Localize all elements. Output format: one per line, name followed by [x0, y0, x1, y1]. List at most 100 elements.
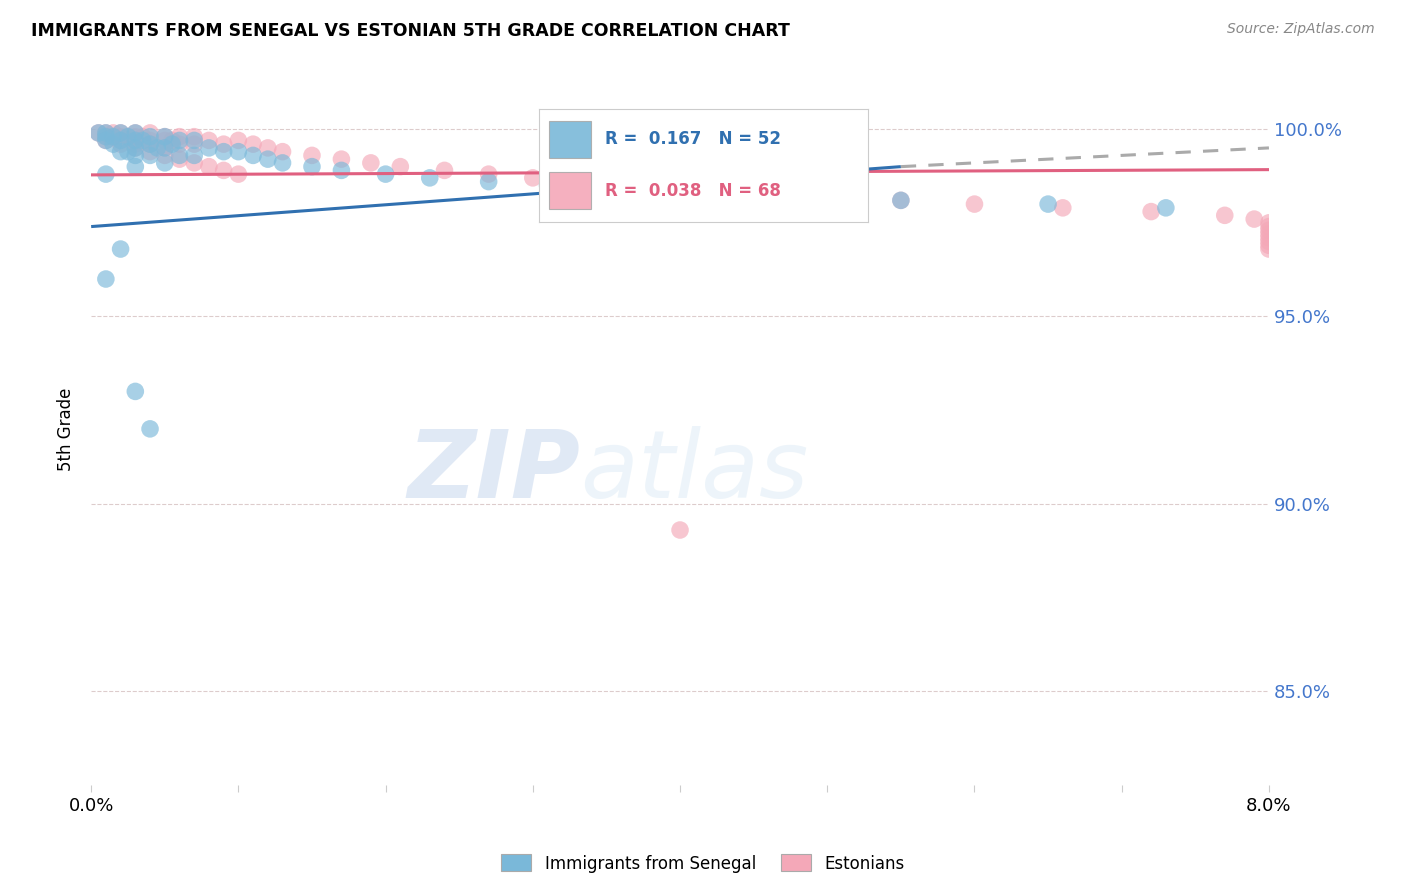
Point [183, 129, 205, 144]
Point [153, 141, 176, 155]
Point [139, 126, 162, 140]
Point [301, 148, 323, 162]
Point [1243, 212, 1265, 227]
Point [963, 197, 986, 211]
Point [110, 133, 132, 147]
Point [146, 141, 169, 155]
Point [256, 141, 278, 155]
Point [87, 126, 110, 140]
Point [117, 129, 139, 144]
Point [94, 133, 117, 147]
Point [1258, 223, 1281, 237]
Point [124, 141, 146, 155]
Point [1258, 235, 1281, 249]
Point [139, 148, 162, 162]
Point [624, 178, 647, 193]
Point [183, 133, 205, 147]
Point [228, 145, 250, 159]
Point [301, 160, 323, 174]
Point [669, 523, 692, 537]
Point [124, 148, 146, 162]
Point [103, 129, 125, 144]
Point [330, 163, 353, 178]
Point [1258, 242, 1281, 256]
Point [94, 126, 117, 140]
Point [160, 137, 183, 152]
Point [110, 129, 132, 144]
Point [110, 126, 132, 140]
Point [110, 126, 132, 140]
Point [139, 137, 162, 152]
Point [890, 194, 912, 208]
Point [153, 133, 176, 147]
Point [183, 156, 205, 170]
Point [139, 137, 162, 152]
Point [131, 133, 153, 147]
Point [169, 148, 191, 162]
Point [536, 178, 558, 193]
Legend: Immigrants from Senegal, Estonians: Immigrants from Senegal, Estonians [495, 847, 911, 880]
Point [94, 272, 117, 286]
Point [198, 133, 221, 147]
Point [271, 145, 294, 159]
Text: ZIP: ZIP [408, 425, 579, 517]
Point [772, 189, 794, 203]
Point [139, 133, 162, 147]
Point [242, 137, 264, 152]
Point [103, 137, 125, 152]
Point [131, 129, 153, 144]
Point [256, 152, 278, 166]
Point [212, 163, 235, 178]
Point [1140, 204, 1163, 219]
Point [139, 145, 162, 159]
Point [169, 152, 191, 166]
Point [683, 182, 706, 196]
Point [153, 129, 176, 144]
Point [1213, 208, 1236, 222]
Point [117, 129, 139, 144]
Point [271, 156, 294, 170]
Point [124, 137, 146, 152]
Point [153, 148, 176, 162]
Point [124, 160, 146, 174]
Point [183, 148, 205, 162]
Point [478, 167, 501, 181]
Point [565, 175, 588, 189]
Point [139, 422, 162, 436]
Point [815, 189, 838, 203]
Point [110, 133, 132, 147]
Point [124, 384, 146, 399]
Point [124, 126, 146, 140]
Point [94, 129, 117, 144]
Point [169, 133, 191, 147]
Point [419, 170, 441, 185]
Point [94, 167, 117, 181]
Text: Source: ZipAtlas.com: Source: ZipAtlas.com [1227, 22, 1375, 37]
Point [110, 242, 132, 256]
Point [610, 182, 633, 196]
Point [522, 170, 544, 185]
Point [198, 141, 221, 155]
Point [478, 175, 501, 189]
Point [1154, 201, 1177, 215]
Point [1036, 197, 1059, 211]
Point [389, 160, 412, 174]
Point [742, 186, 765, 200]
Point [330, 152, 353, 166]
Point [1258, 231, 1281, 245]
Point [183, 137, 205, 152]
Point [212, 145, 235, 159]
Y-axis label: 5th Grade: 5th Grade [58, 387, 75, 471]
Point [683, 186, 706, 200]
Point [1258, 227, 1281, 241]
Point [374, 167, 396, 181]
Point [198, 160, 221, 174]
Point [890, 194, 912, 208]
Point [360, 156, 382, 170]
Point [169, 129, 191, 144]
Point [1052, 201, 1074, 215]
Point [124, 126, 146, 140]
Point [153, 156, 176, 170]
Point [103, 126, 125, 140]
Point [228, 167, 250, 181]
